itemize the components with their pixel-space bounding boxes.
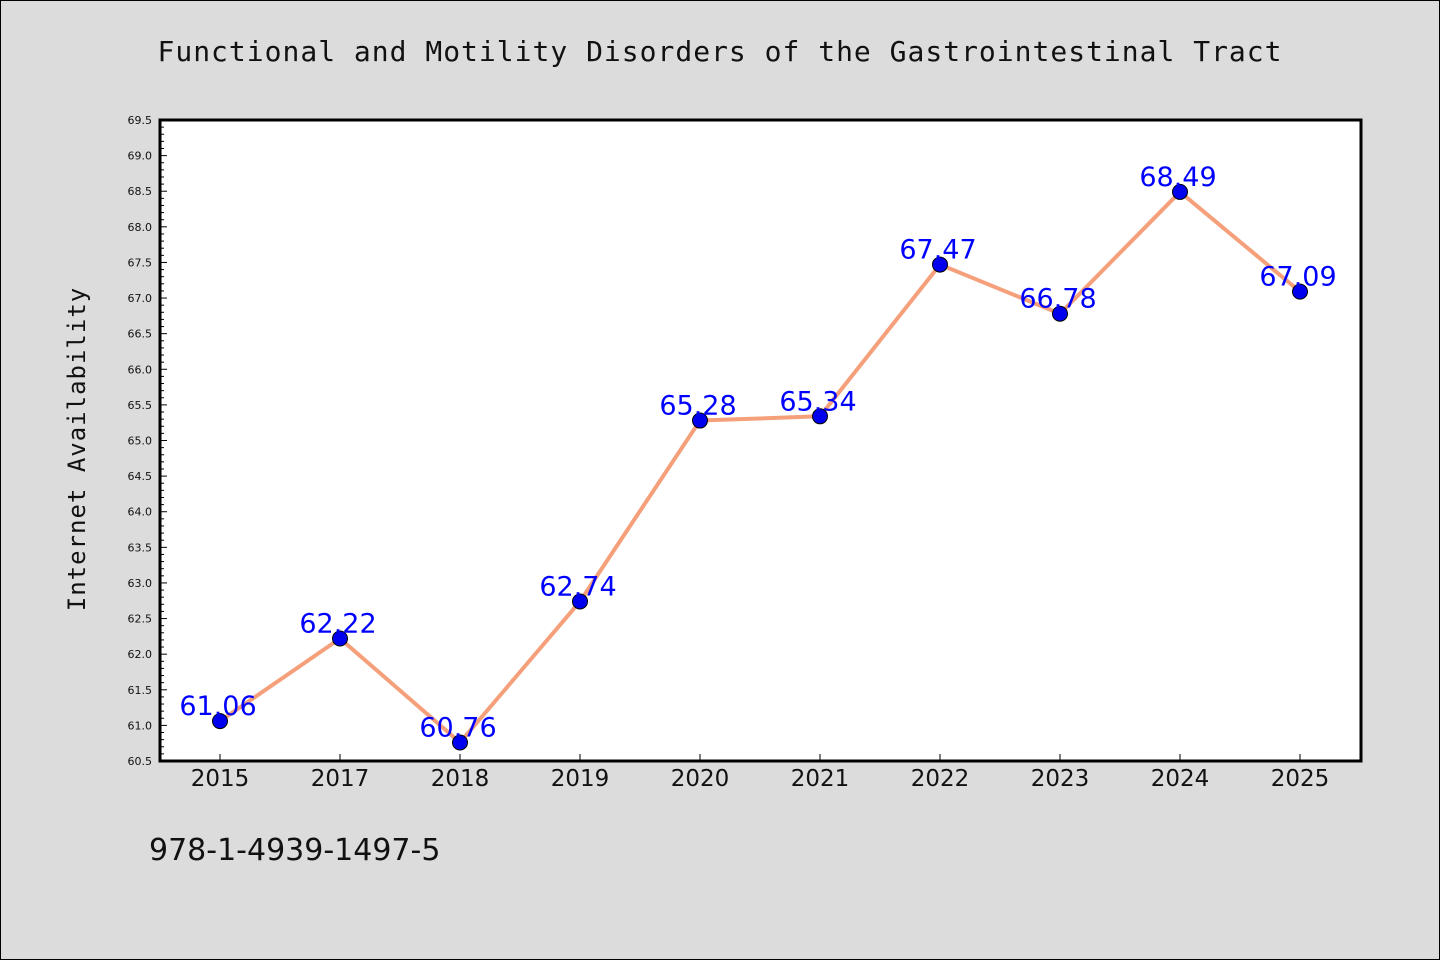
data-point: [932, 256, 948, 273]
x-tick-label: 2018: [431, 766, 490, 792]
y-tick-label: 65.5: [128, 399, 153, 412]
y-tick-label: 68.0: [128, 221, 153, 234]
x-tick-label: 2022: [911, 766, 970, 792]
x-tick-label: 2017: [311, 766, 370, 792]
data-label: 65.34: [779, 386, 856, 417]
y-tick-label: 66.0: [128, 363, 153, 376]
y-tick-label: 65.0: [128, 435, 153, 448]
chart-title: Functional and Motility Disorders of the…: [157, 35, 1283, 68]
data-label: 67.09: [1259, 262, 1336, 293]
data-label: 61.06: [179, 691, 256, 722]
data-label: 67.47: [899, 235, 976, 266]
y-tick-label: 60.5: [128, 755, 153, 768]
data-point: [572, 593, 588, 610]
data-label: 60.76: [419, 712, 496, 743]
y-tick-label: 62.0: [128, 648, 153, 661]
y-tick-label: 63.0: [128, 577, 153, 590]
x-tick-label: 2015: [191, 766, 250, 792]
x-axis-ticks: 2015 2017 2018 2019 2020 2021 2022 2023 2024 2025: [191, 754, 1330, 792]
data-label: 62.74: [539, 571, 616, 602]
x-tick-label: 2024: [1151, 766, 1210, 792]
y-axis-ticks: 60.5 61.0 61.5 62.0 62.5 63.0 63.5 64.0 64.5 65.0…: [128, 114, 167, 768]
data-point: [1052, 305, 1068, 322]
x-tick-label: 2025: [1271, 766, 1330, 792]
data-label: 66.78: [1019, 284, 1096, 315]
data-point: [212, 713, 228, 730]
y-tick-label: 68.5: [128, 185, 153, 198]
isbn-text: 978-1-4939-1497-5: [149, 833, 441, 868]
y-tick-label: 67.5: [128, 256, 153, 269]
series-line: [218, 189, 1302, 745]
data-point: [1292, 283, 1308, 300]
y-tick-label: 62.5: [128, 613, 153, 626]
data-point: [812, 408, 828, 425]
x-tick-label: 2019: [551, 766, 610, 792]
data-point: [1172, 183, 1188, 200]
data-label: 65.28: [659, 391, 736, 422]
series-layer: [212, 183, 1308, 751]
y-tick-label: 64.0: [128, 506, 153, 519]
y-tick-label: 69.5: [128, 114, 153, 127]
data-point: [692, 412, 708, 429]
plot-area: [158, 118, 1363, 763]
data-label: 68.49: [1139, 162, 1216, 193]
y-tick-label: 67.0: [128, 292, 153, 305]
y-tick-label: 63.5: [128, 541, 153, 554]
data-point: [452, 734, 468, 751]
y-tick-label: 64.5: [128, 470, 153, 483]
x-tick-label: 2023: [1031, 766, 1090, 792]
data-label: 62.22: [299, 608, 376, 639]
y-tick-label: 61.5: [128, 684, 153, 697]
y-tick-label: 66.5: [128, 328, 153, 341]
x-tick-label: 2020: [671, 766, 730, 792]
data-point: [332, 630, 348, 647]
data-label-layer: 61.06 62.22 60.76 62.74 65.28 65.34 67.47 66.78…: [179, 162, 1336, 744]
x-tick-label: 2021: [791, 766, 850, 792]
y-tick-label: 61.0: [128, 719, 153, 732]
y-tick-label: 69.0: [128, 150, 153, 163]
